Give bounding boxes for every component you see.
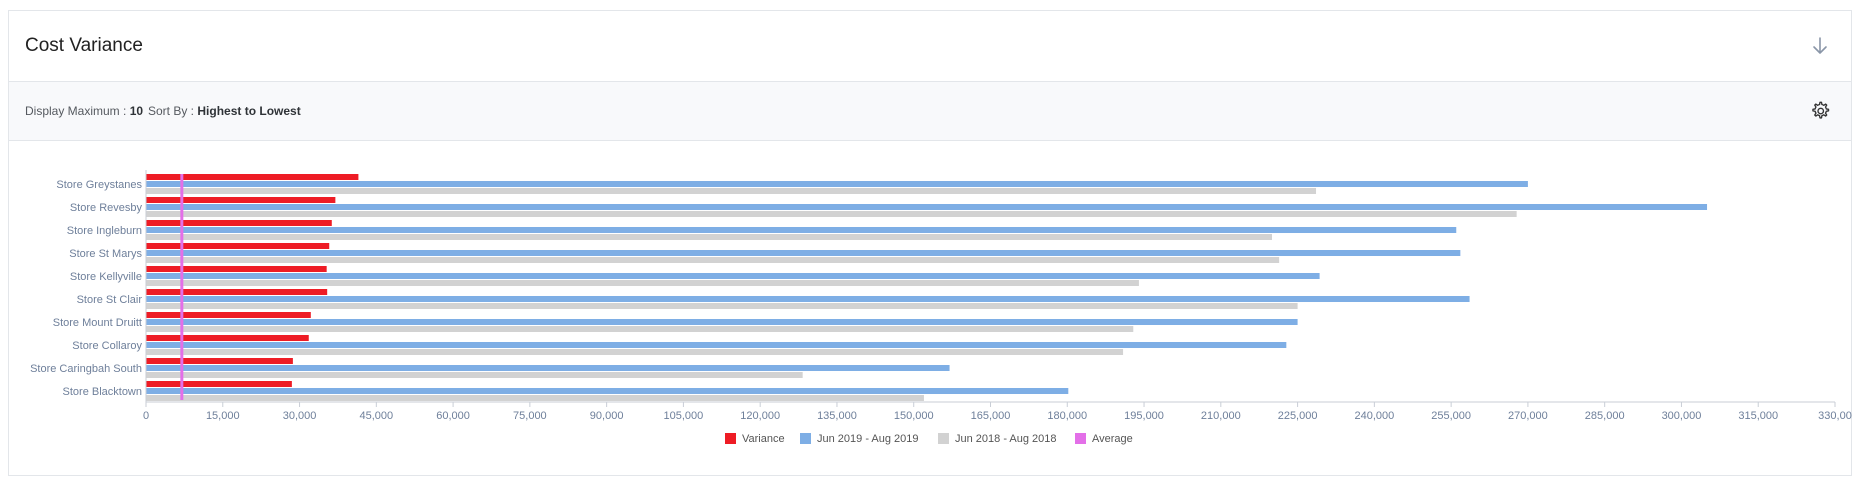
x-tick-label-6: 90,000 — [590, 410, 624, 422]
bar-jun-2018-aug-2018-1 — [146, 211, 1517, 217]
bar-jun-2018-aug-2018-7 — [146, 349, 1124, 355]
bar-jun-2018-aug-2018-6 — [146, 326, 1134, 332]
legend-swatch-1 — [800, 433, 811, 444]
category-label-9: Store Blacktown — [63, 386, 142, 398]
category-label-2: Store Ingleburn — [67, 225, 142, 237]
legend-label-0: Variance — [742, 433, 785, 445]
bar-variance-9 — [146, 381, 292, 387]
x-tick-label-0: 0 — [143, 410, 149, 422]
gear-icon[interactable] — [1809, 100, 1831, 122]
x-tick-label-8: 120,000 — [740, 410, 780, 422]
bar-jun-2018-aug-2018-4 — [146, 280, 1139, 286]
category-label-8: Store Caringbah South — [30, 363, 142, 375]
x-tick-label-1: 15,000 — [206, 410, 240, 422]
bar-jun-2019-aug-2019-2 — [146, 227, 1457, 233]
x-tick-label-22: 330,00 — [1818, 410, 1852, 422]
x-tick-label-13: 195,000 — [1124, 410, 1164, 422]
bar-variance-8 — [146, 358, 293, 364]
bar-variance-5 — [146, 289, 328, 295]
bar-jun-2018-aug-2018-8 — [146, 372, 803, 378]
legend-swatch-0 — [725, 433, 736, 444]
arrow-down-icon[interactable] — [1809, 35, 1831, 57]
x-tick-label-2: 30,000 — [283, 410, 317, 422]
category-label-3: Store St Marys — [69, 248, 142, 260]
bar-jun-2019-aug-2019-4 — [146, 273, 1320, 279]
x-tick-label-16: 240,000 — [1354, 410, 1394, 422]
bar-jun-2018-aug-2018-0 — [146, 188, 1317, 194]
bar-variance-0 — [146, 174, 359, 180]
legend-swatch-2 — [938, 433, 949, 444]
bar-jun-2019-aug-2019-5 — [146, 296, 1470, 302]
x-tick-label-14: 210,000 — [1201, 410, 1241, 422]
card-title: Cost Variance — [25, 35, 143, 56]
sort-by-control[interactable]: Sort By : Highest to Lowest — [148, 104, 301, 118]
x-tick-label-11: 165,000 — [971, 410, 1011, 422]
bar-variance-2 — [146, 220, 332, 226]
x-tick-label-20: 300,000 — [1662, 410, 1702, 422]
category-label-6: Store Mount Druitt — [53, 317, 142, 329]
bar-variance-3 — [146, 243, 330, 249]
bar-jun-2019-aug-2019-7 — [146, 342, 1287, 348]
display-maximum-control[interactable]: Display Maximum : 10 — [25, 104, 143, 118]
bar-variance-7 — [146, 335, 309, 341]
x-tick-label-5: 75,000 — [513, 410, 547, 422]
x-tick-label-10: 150,000 — [894, 410, 934, 422]
x-tick-label-7: 105,000 — [664, 410, 704, 422]
x-tick-label-3: 45,000 — [359, 410, 393, 422]
category-label-4: Store Kellyville — [70, 271, 142, 283]
legend-label-1: Jun 2019 - Aug 2019 — [817, 433, 919, 445]
bar-jun-2019-aug-2019-0 — [146, 181, 1528, 187]
display-maximum-label: Display Maximum : — [25, 104, 127, 118]
bar-variance-1 — [146, 197, 336, 203]
bar-jun-2018-aug-2018-5 — [146, 303, 1298, 309]
bar-jun-2019-aug-2019-8 — [146, 365, 950, 371]
x-tick-label-15: 225,000 — [1278, 410, 1318, 422]
bar-jun-2019-aug-2019-6 — [146, 319, 1298, 325]
legend-swatch-3 — [1075, 433, 1086, 444]
legend-label-3: Average — [1092, 433, 1133, 445]
x-tick-label-9: 135,000 — [817, 410, 857, 422]
bar-jun-2019-aug-2019-9 — [146, 388, 1069, 394]
bar-jun-2019-aug-2019-1 — [146, 204, 1708, 210]
sort-by-value: Highest to Lowest — [197, 104, 301, 118]
x-tick-label-17: 255,000 — [1431, 410, 1471, 422]
bar-jun-2018-aug-2018-9 — [146, 395, 924, 401]
bar-variance-6 — [146, 312, 311, 318]
sort-by-label: Sort By : — [148, 104, 195, 118]
category-label-1: Store Revesby — [70, 202, 143, 214]
bar-jun-2019-aug-2019-3 — [146, 250, 1461, 256]
bar-jun-2018-aug-2018-2 — [146, 234, 1272, 240]
bar-jun-2018-aug-2018-3 — [146, 257, 1280, 263]
card-header: Cost Variance — [9, 11, 1851, 82]
category-label-0: Store Greystanes — [56, 179, 142, 191]
category-label-7: Store Collaroy — [72, 340, 142, 352]
legend-label-2: Jun 2018 - Aug 2018 — [955, 433, 1057, 445]
category-label-5: Store St Clair — [77, 294, 143, 306]
chart-toolbar: Display Maximum : 10 Sort By : Highest t… — [9, 82, 1851, 141]
x-tick-label-21: 315,000 — [1738, 410, 1778, 422]
display-maximum-value: 10 — [129, 104, 144, 118]
x-tick-label-19: 285,000 — [1585, 410, 1625, 422]
x-tick-label-4: 60,000 — [436, 410, 470, 422]
bar-variance-4 — [146, 266, 327, 272]
x-tick-label-12: 180,000 — [1047, 410, 1087, 422]
x-tick-label-18: 270,000 — [1508, 410, 1548, 422]
